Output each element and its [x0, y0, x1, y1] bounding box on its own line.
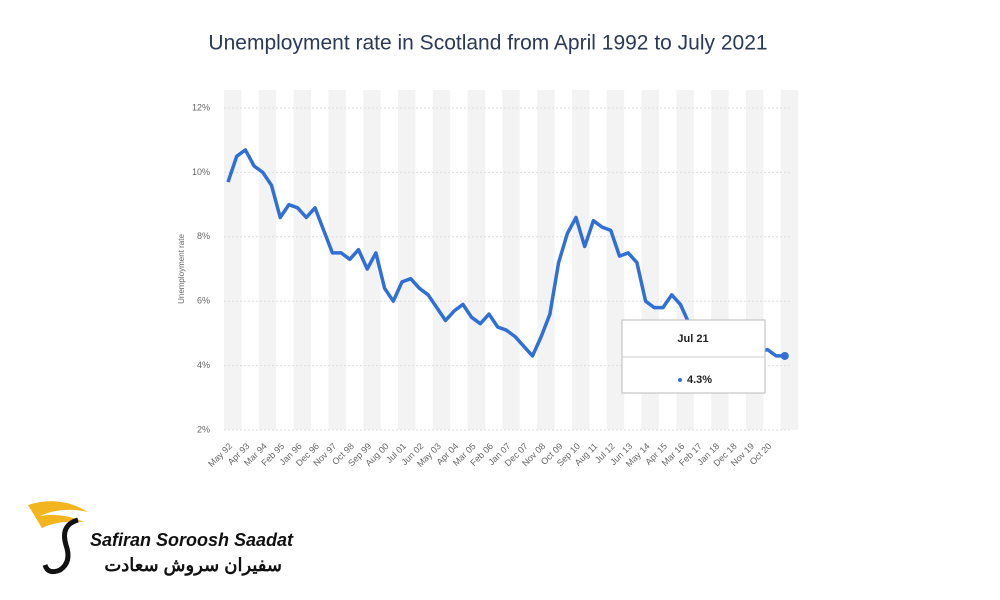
stripe	[293, 90, 311, 430]
stripe	[398, 90, 416, 430]
stripe	[258, 90, 277, 430]
logo-name: Safiran Soroosh Saadat	[90, 530, 294, 550]
stripe	[502, 90, 520, 430]
logo-s	[42, 517, 79, 575]
y-tick-label: 10%	[192, 167, 210, 177]
stripe	[467, 90, 485, 430]
stripe	[537, 90, 555, 430]
logo-name-fa: سفیران سروش سعادت	[104, 555, 282, 576]
tooltip: Jul 21 4.3%	[621, 319, 766, 394]
y-axis-label: Unemployment rate	[177, 234, 186, 304]
stripe	[606, 90, 625, 430]
y-tick-label: 2%	[197, 424, 210, 434]
y-tick-label: 8%	[197, 231, 210, 241]
point	[780, 351, 789, 360]
y-tick-label: 4%	[197, 360, 210, 370]
y-tick-label: 6%	[197, 296, 210, 306]
stripe	[224, 90, 242, 430]
tooltip-title: Jul 21	[677, 333, 708, 345]
y-tick-label: 12%	[192, 102, 210, 112]
tooltip-text: 4.3%	[687, 374, 712, 386]
logo: Safiran Soroosh Saadat سفیران سروش سعادت	[28, 501, 294, 576]
tooltip-bullet	[678, 378, 682, 382]
logo-wing	[28, 501, 88, 528]
stripe	[572, 90, 590, 430]
chart-title: Unemployment rate in Scotland from April…	[208, 32, 767, 55]
stripe	[780, 90, 799, 430]
stripe	[328, 90, 346, 430]
stripe	[432, 90, 451, 430]
